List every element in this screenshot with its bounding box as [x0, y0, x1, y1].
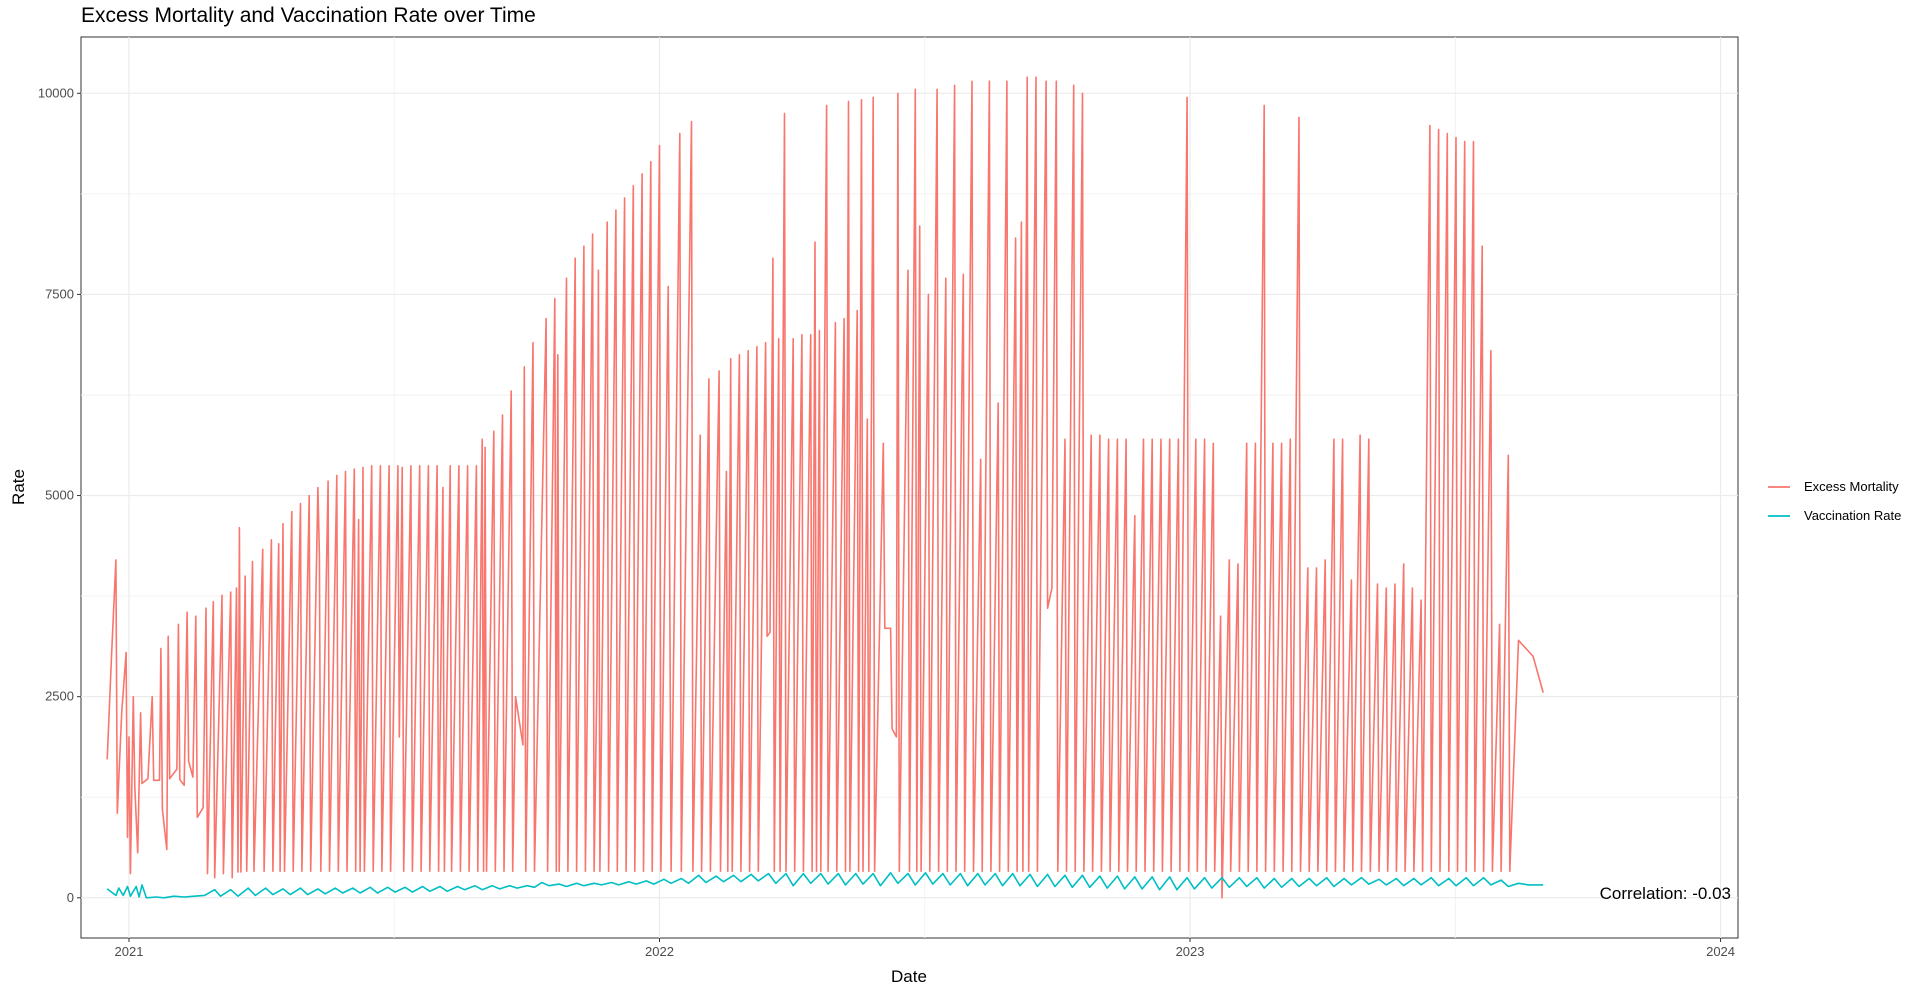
y-tick-label: 2500 [45, 689, 74, 704]
x-tick-label: 2024 [1706, 944, 1735, 959]
legend-label-excess-mortality: Excess Mortality [1804, 479, 1899, 494]
axes: 0 2500 5000 7500 10000 2021 2022 2023 2024 [38, 85, 1735, 959]
y-tick-label: 10000 [38, 85, 74, 100]
chart-title: Excess Mortality and Vaccination Rate ov… [81, 4, 536, 27]
y-tick-label: 0 [67, 890, 74, 905]
legend: Excess Mortality Vaccination Rate [1768, 479, 1901, 523]
series-layer [106, 76, 1544, 899]
excess-mortality-line [106, 76, 1544, 899]
y-axis-title: Rate [9, 469, 28, 505]
vaccination-rate-line [106, 871, 1544, 899]
y-tick-label: 7500 [45, 286, 74, 301]
x-tick-label: 2023 [1176, 944, 1205, 959]
x-axis-title: Date [891, 967, 927, 986]
x-tick-label: 2021 [115, 944, 144, 959]
y-tick-label: 5000 [45, 488, 74, 503]
legend-label-vaccination-rate: Vaccination Rate [1804, 508, 1901, 523]
x-tick-label: 2022 [645, 944, 674, 959]
correlation-annotation: Correlation: -0.03 [1600, 884, 1731, 903]
